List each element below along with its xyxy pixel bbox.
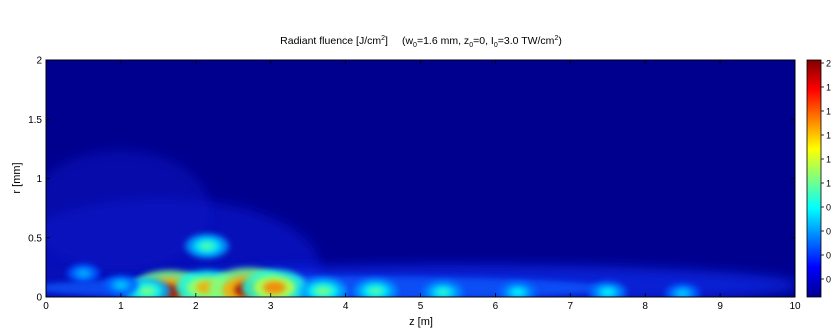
x-tick-label: 6: [493, 301, 499, 312]
y-axis-label: r [mm]: [11, 162, 23, 193]
heatmap-hotspot-5-layer-2: [138, 286, 156, 296]
heatmap-hotspot-10-layer-2: [601, 288, 615, 297]
x-tick-label: 1: [118, 301, 124, 312]
x-tick-label: 5: [418, 301, 424, 312]
x-tick-label: 0: [43, 301, 49, 312]
x-tick-label: 4: [343, 301, 349, 312]
colorbar-tick-label: 1: [826, 155, 831, 165]
colorbar-tick-label: 0: [826, 275, 831, 285]
colorbar-tick-label: 1: [826, 179, 831, 189]
x-axis-label: z [m]: [409, 316, 433, 328]
heatmap-hotspot-8-layer-2: [435, 288, 451, 297]
colorbar-tick-label: 1: [826, 107, 831, 117]
heatmap-hotspot-13-layer-2: [77, 269, 90, 277]
heatmap-hotspot-7-layer-2: [367, 286, 384, 296]
x-tick-label: 9: [717, 301, 723, 312]
x-tick-label: 7: [568, 301, 574, 312]
colorbar-tick-label: 1: [826, 83, 831, 93]
heatmap-hotspot-12-layer-2: [114, 281, 128, 289]
y-tick-label: 1: [36, 174, 42, 185]
x-tick-label: 8: [642, 301, 648, 312]
x-axis: 0 1 2 3 4 5 6 7 8 9 10: [43, 60, 801, 312]
x-tick-label: 2: [193, 301, 199, 312]
colorbar-tick-label: 0: [826, 203, 831, 213]
y-tick-label: 2: [36, 56, 42, 67]
colorbar-ticks: 2 1 1 1 1 1 0 0 0 0: [821, 59, 831, 285]
y-tick-label: 0: [36, 293, 42, 304]
chart-title: Radiant fluence [J/cm2] (w0=1.6 mm, z0=0,…: [280, 35, 562, 49]
y-tick-label: 1.5: [28, 115, 42, 126]
x-tick-label: 3: [268, 301, 274, 312]
heatmap-hotspot-3-layer-2: [263, 281, 286, 294]
colorbar-tick-label: 1: [826, 131, 831, 141]
colorbar-tick-label: 2: [826, 59, 831, 69]
colorbar: [806, 59, 822, 298]
y-tick-label: 0.5: [28, 233, 42, 244]
heatmap-halo-upper: [46, 150, 210, 270]
heatmap-hotspot-4-layer-2: [199, 241, 215, 251]
x-tick-label: 10: [789, 301, 801, 312]
heatmap-hotspot-9-layer-2: [511, 288, 525, 297]
heatmap-hotspot-6-layer-2: [314, 286, 332, 296]
colorbar-tick-label: 0: [826, 227, 831, 237]
heatmap-layer: [46, 150, 795, 297]
y-axis: 0 0.5 1 1.5 2: [28, 56, 795, 304]
colorbar-tick-label: 0: [826, 251, 831, 261]
heatmap-hotspot-11-layer-2: [676, 289, 689, 297]
